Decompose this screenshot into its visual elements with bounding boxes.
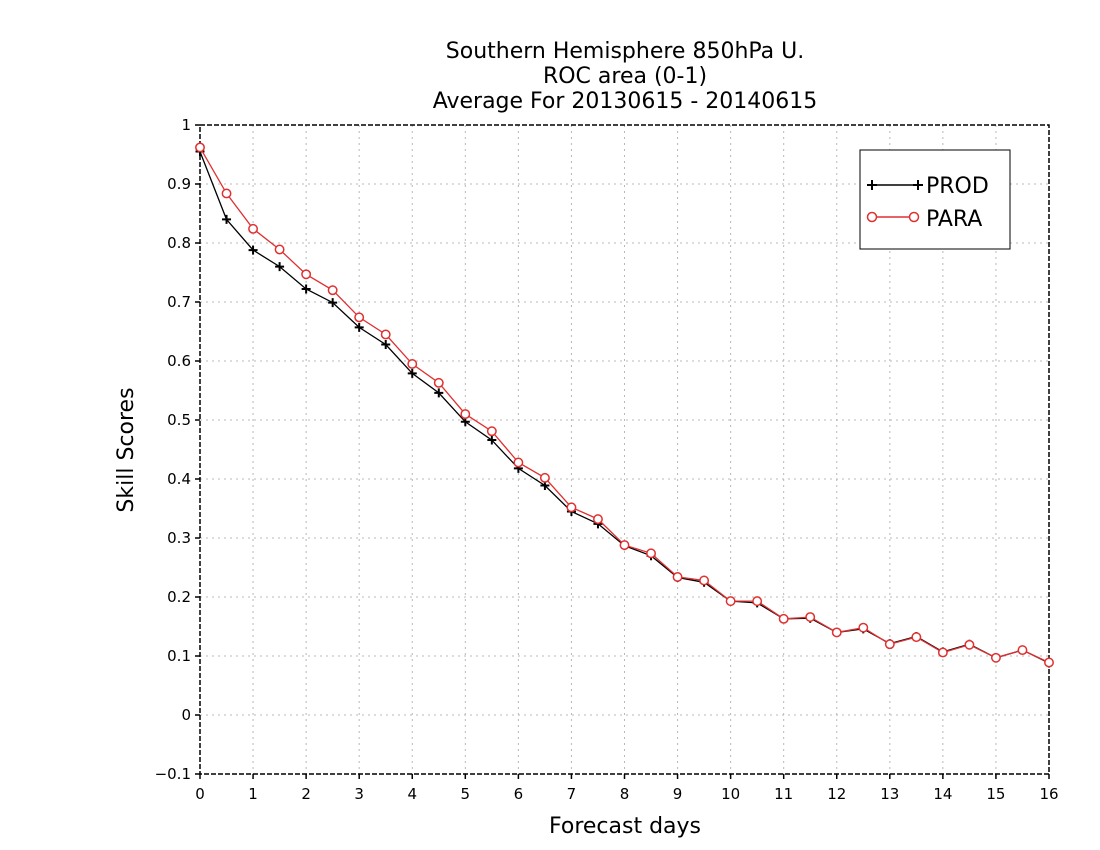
y-tick-label: 0.1 xyxy=(167,647,191,665)
x-tick-label: 15 xyxy=(986,785,1005,803)
x-tick-label: 14 xyxy=(933,785,952,803)
y-tick-label: 0.6 xyxy=(167,352,191,370)
x-tick-label: 7 xyxy=(567,785,577,803)
data-point-para xyxy=(990,652,1001,663)
data-point-para xyxy=(593,514,603,525)
legend-para-marker-circle-icon xyxy=(908,211,920,223)
x-tick-label: 16 xyxy=(1039,785,1058,803)
data-point-para xyxy=(831,627,842,638)
chart-title-line-1: Southern Hemisphere 850hPa U. xyxy=(446,39,804,64)
data-point-prod xyxy=(434,388,444,398)
data-point-para xyxy=(699,575,710,586)
x-axis: 0 1 2 3 4 5 6 7 8 9 10 11 12 13 14 15 16 xyxy=(195,774,1059,803)
y-tick-label: −0.1 xyxy=(155,765,191,783)
x-tick-label: 0 xyxy=(195,785,205,803)
y-tick-label: 0.3 xyxy=(167,529,191,547)
data-point-para xyxy=(221,188,232,199)
legend: PROD PARA xyxy=(859,149,1011,250)
data-point-para xyxy=(619,540,630,551)
x-axis-label: Forecast days xyxy=(549,814,701,839)
data-point-prod xyxy=(381,339,391,349)
data-point-prod xyxy=(301,284,311,294)
y-axis-label: Skill Scores xyxy=(114,387,139,512)
chart-title: Southern Hemisphere 850hPa U. ROC area (… xyxy=(433,39,818,114)
y-axis: −0.1 0 0.1 0.2 0.3 0.4 0.5 0.6 0.7 0.8 0.9 1 xyxy=(155,116,200,783)
x-tick-label: 5 xyxy=(461,785,471,803)
series-layer xyxy=(195,142,1054,668)
data-point-para xyxy=(964,639,975,650)
chart-title-line-3: Average For 20130615 - 20140615 xyxy=(433,89,818,114)
data-point-para xyxy=(646,548,656,559)
data-point-para xyxy=(195,142,205,153)
data-point-prod xyxy=(407,368,417,378)
data-point-para xyxy=(248,223,259,234)
legend-prod-marker-plus-icon xyxy=(867,180,923,190)
grid xyxy=(200,125,1049,774)
legend-item-para: PARA xyxy=(866,207,982,232)
series-para xyxy=(195,142,1054,668)
data-point-para xyxy=(884,639,895,650)
data-point-prod xyxy=(328,298,338,308)
data-point-prod xyxy=(222,214,232,224)
data-point-prod xyxy=(275,262,285,272)
legend-item-prod: PROD xyxy=(867,174,989,199)
legend-para-label: PARA xyxy=(926,207,982,232)
data-point-para xyxy=(1044,657,1054,668)
y-tick-label: 0.9 xyxy=(167,175,191,193)
x-tick-label: 2 xyxy=(301,785,311,803)
data-point-para xyxy=(566,502,577,513)
x-tick-label: 1 xyxy=(248,785,258,803)
data-point-para xyxy=(725,596,736,607)
x-tick-label: 10 xyxy=(721,785,740,803)
legend-box xyxy=(859,149,1011,250)
x-tick-label: 12 xyxy=(827,785,846,803)
x-tick-label: 8 xyxy=(620,785,630,803)
x-tick-label: 13 xyxy=(880,785,899,803)
data-point-para xyxy=(672,571,683,582)
data-point-para xyxy=(327,285,338,296)
y-tick-label: 0.8 xyxy=(167,234,191,252)
data-point-para xyxy=(752,596,763,607)
data-point-para xyxy=(539,472,550,483)
y-tick-label: 1 xyxy=(181,116,191,134)
y-tick-label: 0 xyxy=(181,706,191,724)
y-tick-label: 0.7 xyxy=(167,293,191,311)
data-point-para xyxy=(354,312,365,323)
data-point-para xyxy=(1017,645,1028,656)
data-point-para xyxy=(460,409,471,420)
data-point-para xyxy=(380,329,391,340)
data-point-prod xyxy=(487,435,497,445)
data-point-para xyxy=(433,377,444,388)
data-point-para xyxy=(274,244,285,255)
data-point-para xyxy=(407,359,418,369)
data-point-para xyxy=(937,647,948,658)
x-tick-label: 11 xyxy=(774,785,793,803)
y-tick-label: 0.2 xyxy=(167,588,191,606)
y-tick-label: 0.5 xyxy=(167,411,191,429)
data-point-para xyxy=(301,269,312,280)
legend-para-marker-circle-icon xyxy=(866,211,878,223)
data-point-para xyxy=(805,612,816,623)
x-tick-label: 6 xyxy=(514,785,524,803)
x-tick-label: 9 xyxy=(673,785,683,803)
x-tick-label: 4 xyxy=(407,785,417,803)
x-tick-label: 3 xyxy=(354,785,364,803)
data-point-prod xyxy=(354,322,364,332)
data-point-para xyxy=(778,613,789,624)
y-tick-label: 0.4 xyxy=(167,470,191,488)
data-point-para xyxy=(513,457,524,468)
data-point-prod xyxy=(248,245,258,255)
data-point-para xyxy=(911,632,922,643)
data-point-para xyxy=(858,622,869,633)
chart-title-line-2: ROC area (0-1) xyxy=(543,64,707,89)
legend-prod-label: PROD xyxy=(926,174,989,199)
data-point-para xyxy=(486,426,497,437)
